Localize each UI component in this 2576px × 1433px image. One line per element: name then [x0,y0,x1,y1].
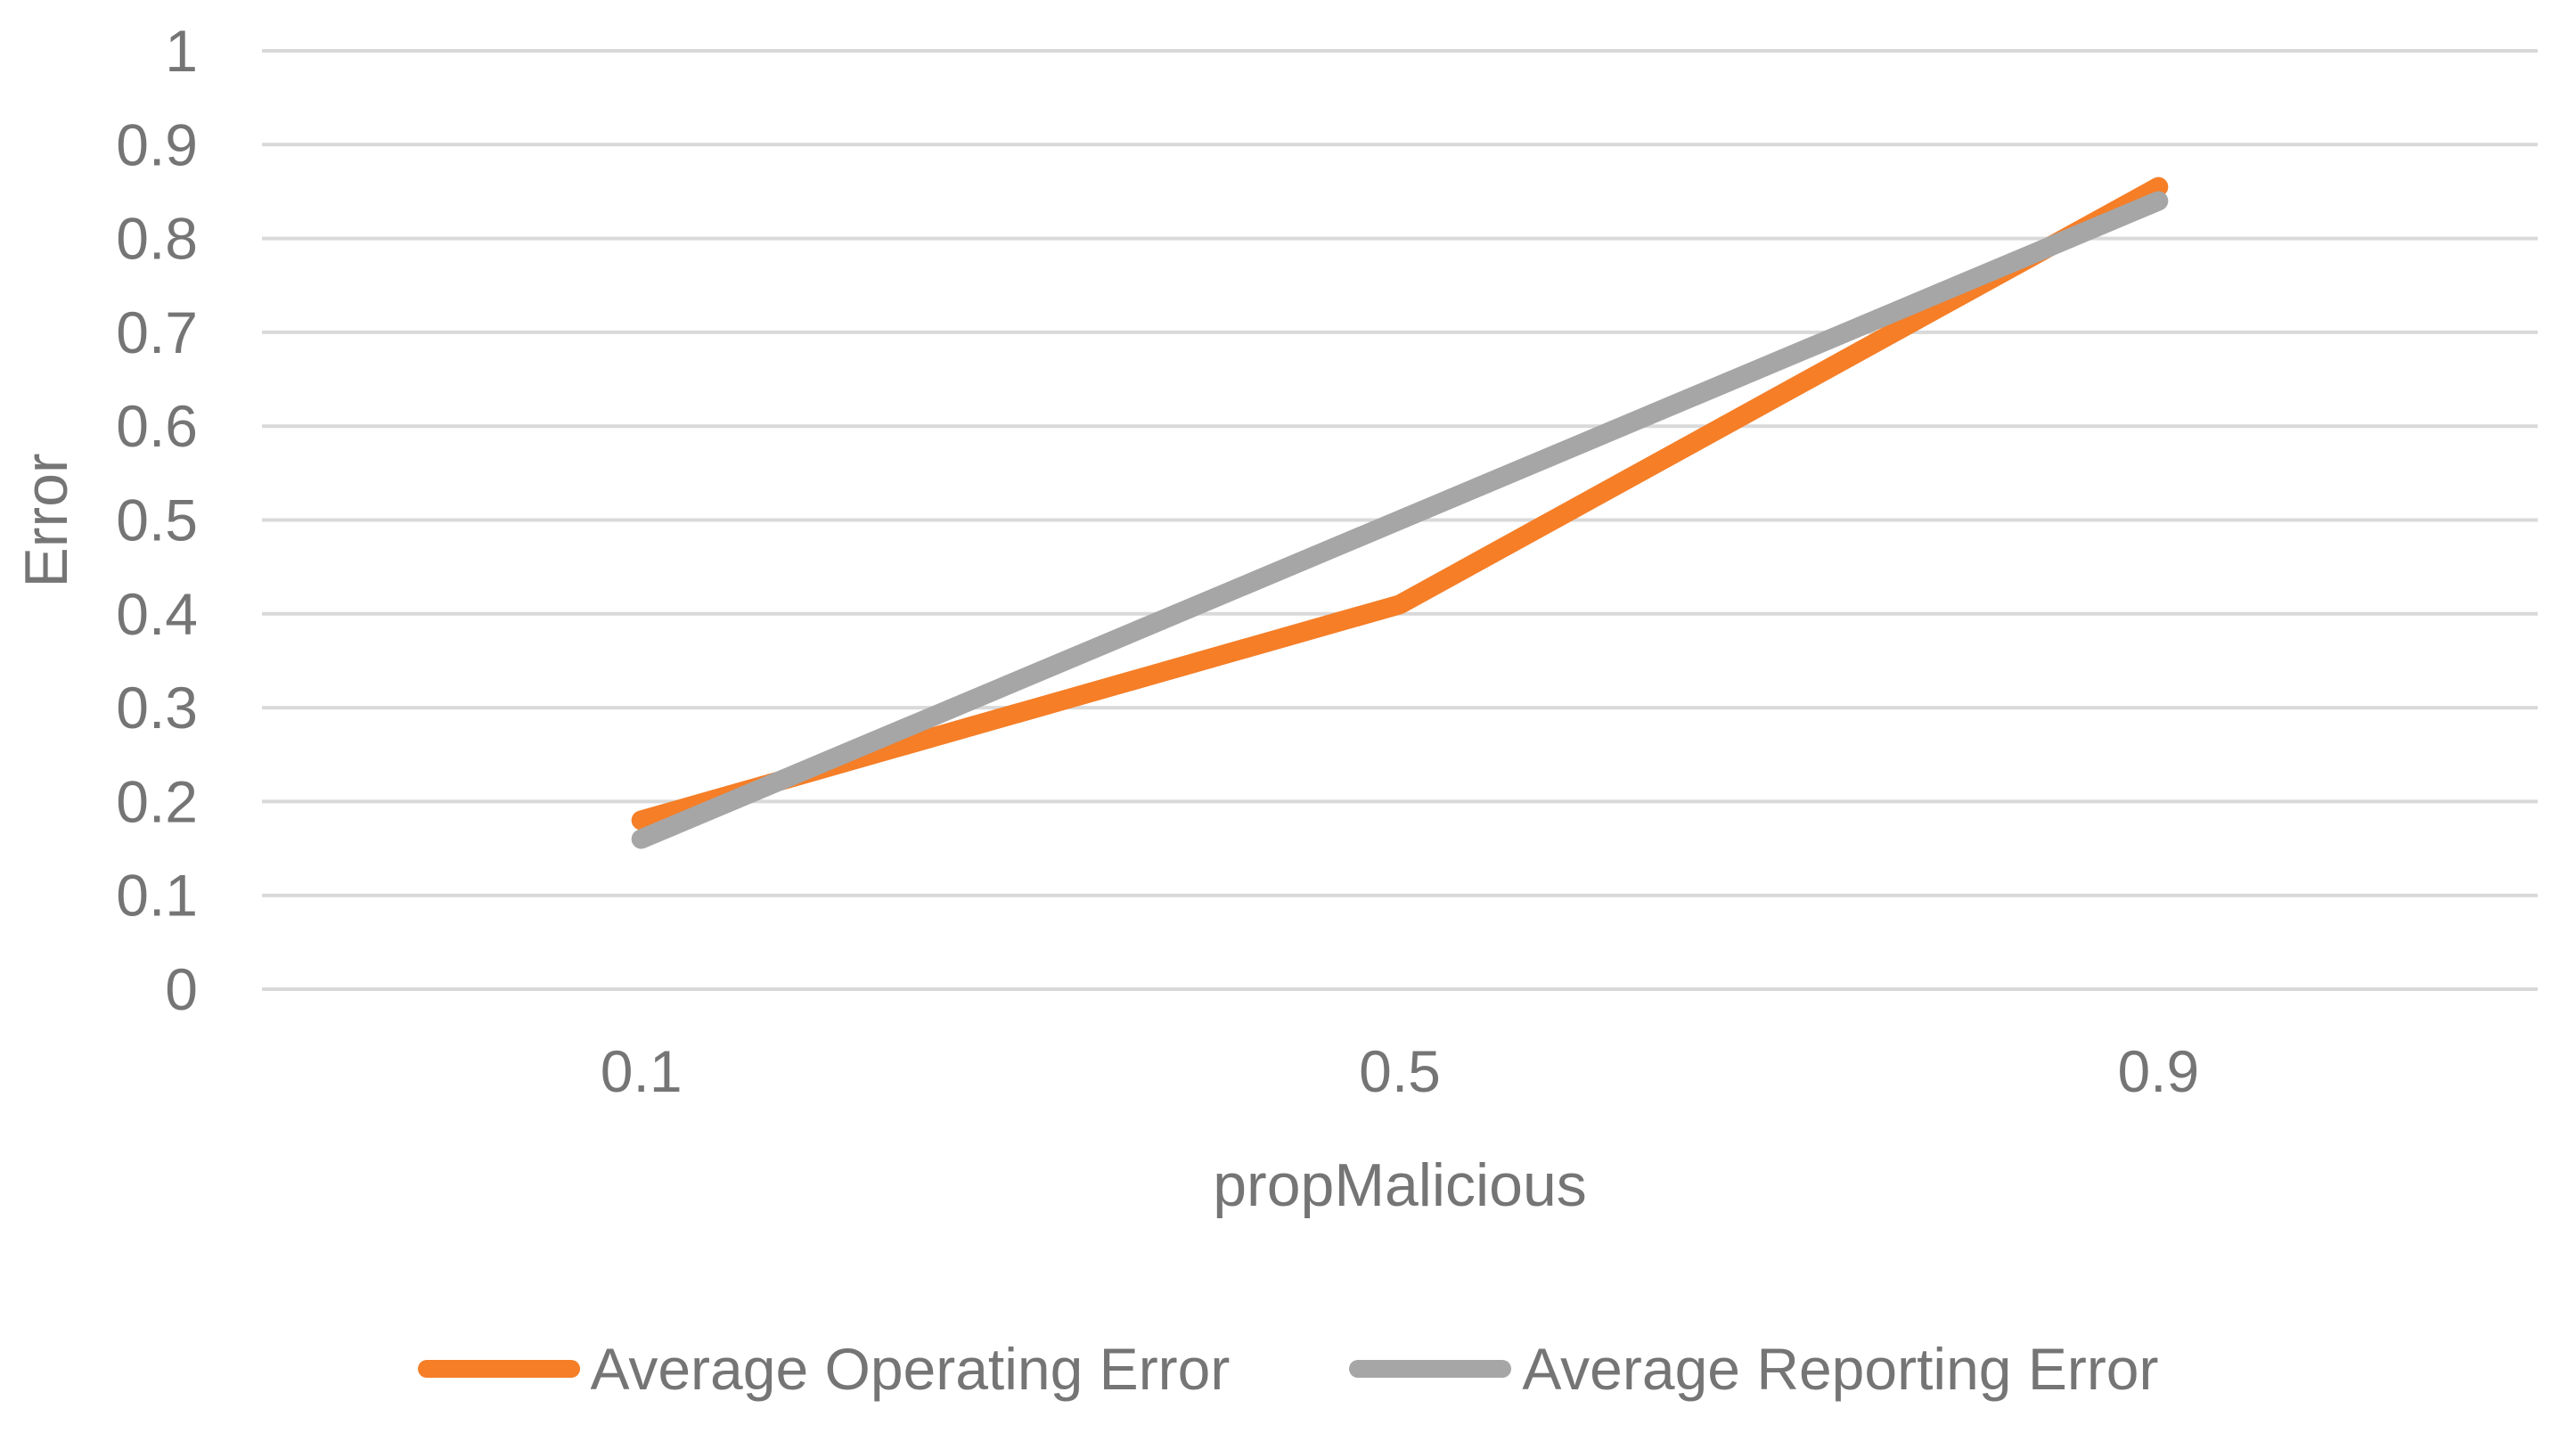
y-tick-label-0: 0 [165,956,198,1022]
x-tick-label-0.9: 0.9 [2117,1038,2199,1104]
legend-item-reporting-error: Average Reporting Error [1349,1335,2158,1403]
series-line-average-reporting-error [631,191,2169,849]
y-tick-label-0.2: 0.2 [116,768,198,834]
x-tick-label-0.5: 0.5 [1359,1038,1441,1104]
legend-label-operating-error: Average Operating Error [590,1336,1231,1402]
legend-swatch-reporting-error-icon [1349,1360,1512,1378]
y-tick-label-1: 1 [165,18,198,84]
legend-swatch-operating-error-icon [417,1360,580,1378]
x-axis-title: propMalicious [1213,1151,1587,1219]
y-tick-label-0.8: 0.8 [116,206,198,272]
y-tick-label-0.7: 0.7 [116,299,198,365]
y-axis-title: Error [12,453,80,588]
x-tick-label-0.1: 0.1 [601,1038,683,1104]
y-tick-label-0.4: 0.4 [116,581,198,647]
y-tick-label-0.6: 0.6 [116,393,198,459]
legend-item-operating-error: Average Operating Error [417,1335,1231,1403]
y-tick-label-0.5: 0.5 [116,487,198,553]
y-tick-label-0.3: 0.3 [116,675,198,741]
series-line-average-operating-error [631,176,2169,831]
y-tick-label-0.1: 0.1 [116,863,198,929]
y-tick-label-0.9: 0.9 [116,111,198,177]
legend-label-reporting-error: Average Reporting Error [1522,1336,2159,1402]
legend: Average Operating Error Average Reportin… [0,1335,2576,1403]
